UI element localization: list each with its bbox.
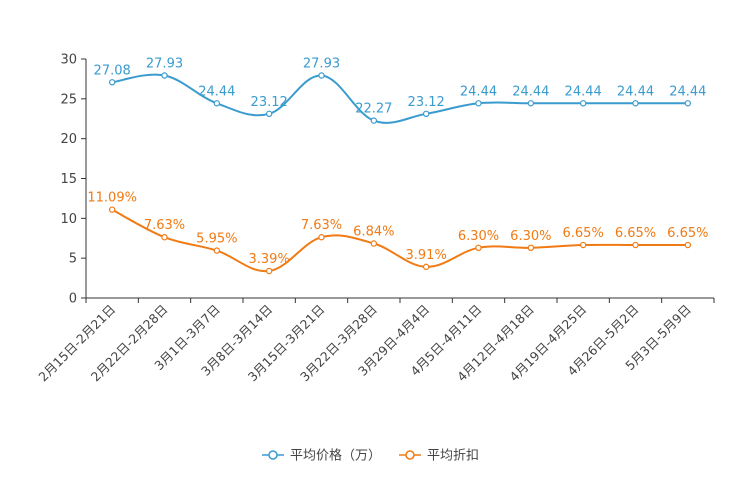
data-point[interactable] [265, 110, 273, 118]
y-tick-label: 20 [60, 132, 77, 147]
data-point[interactable] [684, 100, 692, 107]
data-label: 7.63% [301, 218, 342, 233]
data-label: 6.84% [353, 225, 394, 240]
data-label: 27.08 [94, 63, 131, 78]
legend-item-avg-price[interactable]: 平均价格（万） [262, 448, 381, 464]
data-label: 3.91% [406, 248, 447, 263]
data-label: 24.44 [198, 84, 235, 99]
data-label: 27.93 [146, 56, 183, 71]
data-label: 3.39% [249, 252, 290, 267]
data-label: 23.12 [408, 95, 445, 110]
data-label: 6.30% [510, 229, 551, 244]
data-label: 24.44 [460, 84, 497, 99]
data-point[interactable] [213, 100, 221, 107]
data-point[interactable] [318, 234, 325, 241]
data-point[interactable] [579, 100, 587, 107]
data-label: 27.93 [303, 56, 340, 71]
legend-label: 平均折扣 [427, 449, 479, 464]
data-point[interactable] [632, 241, 639, 249]
data-point[interactable] [213, 247, 221, 254]
data-label: 24.44 [669, 84, 706, 99]
data-label: 6.65% [615, 226, 656, 241]
data-label: 11.09% [87, 191, 137, 206]
legend-label: 平均价格（万） [290, 448, 381, 464]
series-avg-discount: 11.09% 7.63% 5.95% 3.39% 7.63% 6.84% 3.91% 6.30… [87, 191, 708, 275]
data-point[interactable] [475, 100, 482, 107]
data-point[interactable] [579, 241, 587, 249]
series-line [111, 208, 688, 273]
legend-marker-icon [268, 450, 278, 460]
data-label: 24.44 [565, 84, 602, 99]
data-point[interactable] [161, 72, 168, 79]
data-label: 7.63% [144, 218, 185, 233]
data-point[interactable] [265, 267, 273, 275]
data-point[interactable] [161, 234, 168, 241]
data-point[interactable] [422, 263, 430, 271]
data-label: 24.44 [617, 84, 654, 99]
data-point[interactable] [684, 241, 692, 249]
y-tick-label: 0 [69, 292, 77, 307]
data-point[interactable] [318, 72, 325, 79]
data-label: 23.12 [251, 95, 288, 110]
y-tick-label: 25 [60, 92, 77, 107]
data-point[interactable] [108, 79, 116, 86]
series-avg-price: 27.08 27.93 24.44 23.12 27.93 22.27 23.12 24.44… [94, 56, 706, 124]
data-point[interactable] [527, 244, 535, 252]
y-tick-label: 15 [60, 172, 77, 187]
legend: 平均价格（万） 平均折扣 [262, 448, 479, 464]
data-point[interactable] [632, 100, 639, 107]
data-label: 22.27 [355, 102, 392, 117]
data-label: 6.65% [667, 226, 708, 241]
y-tick-label: 5 [69, 252, 77, 267]
data-point[interactable] [527, 100, 535, 107]
data-label: 24.44 [512, 84, 549, 99]
data-label: 6.30% [458, 229, 499, 244]
data-point[interactable] [370, 240, 378, 247]
data-point[interactable] [370, 117, 378, 124]
data-label: 5.95% [196, 232, 237, 247]
data-point[interactable] [108, 206, 116, 213]
series-layer: 27.08 27.93 24.44 23.12 27.93 22.27 23.12 24.44… [87, 56, 708, 275]
data-point[interactable] [475, 244, 482, 252]
legend-marker-icon [405, 450, 415, 460]
y-tick-label: 10 [60, 212, 77, 227]
legend-item-avg-discount[interactable]: 平均折扣 [399, 449, 479, 464]
y-tick-label: 30 [60, 53, 77, 68]
data-point[interactable] [422, 110, 430, 118]
data-label: 6.65% [563, 226, 604, 241]
